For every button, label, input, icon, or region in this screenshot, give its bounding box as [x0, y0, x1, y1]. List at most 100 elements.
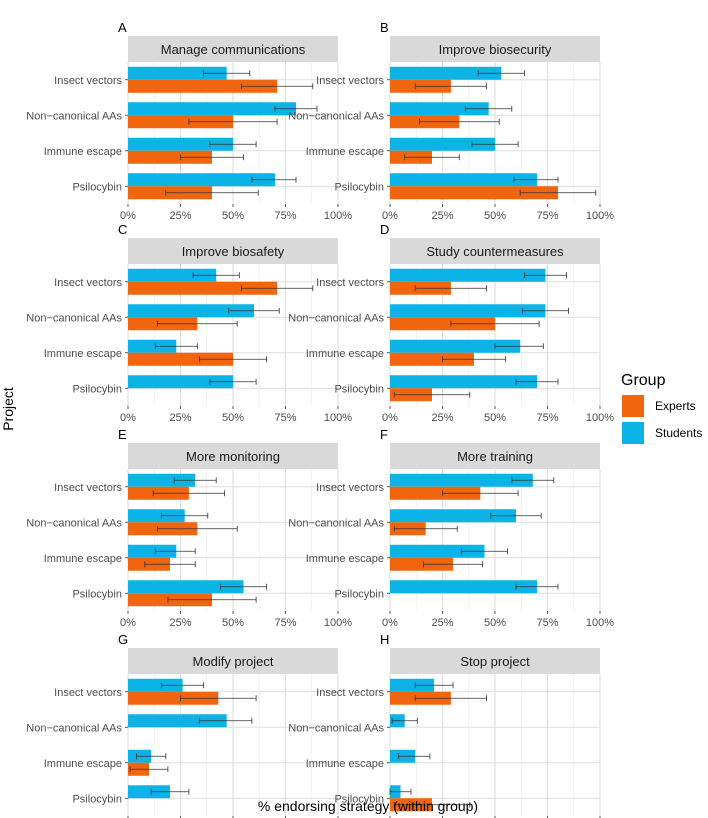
x-tick-label: 75%	[274, 617, 296, 629]
x-tick-label: 100%	[324, 210, 352, 222]
bar-students	[128, 66, 227, 80]
panel-title: Modify project	[193, 654, 274, 669]
panel-letter: E	[118, 427, 127, 442]
bar-experts	[128, 281, 278, 295]
bar-students	[390, 678, 435, 692]
panel-strip	[390, 238, 600, 264]
y-tick-label: Immune escape	[44, 553, 122, 565]
panel-title: Study countermeasures	[426, 244, 564, 259]
bar-students	[128, 580, 244, 594]
y-tick-label: Insect vectors	[54, 277, 122, 289]
y-tick-label: Non−canonical AAs	[26, 722, 122, 734]
y-tick-label: Non−canonical AAs	[26, 312, 122, 324]
x-tick-label: 75%	[536, 210, 558, 222]
y-tick-label: Psilocybin	[334, 383, 384, 395]
bar-students	[390, 375, 537, 389]
panel-title: Improve biosecurity	[439, 42, 552, 57]
bar-students	[128, 173, 275, 187]
x-tick-label: 75%	[274, 210, 296, 222]
legend: Group Experts Students	[621, 372, 702, 444]
panel-letter: G	[118, 632, 128, 647]
panel-strip	[390, 648, 600, 674]
x-tick-label: 50%	[222, 617, 244, 629]
bar-students	[128, 339, 177, 353]
bar-students	[128, 785, 170, 799]
bar-students	[390, 544, 485, 558]
x-tick-label: 100%	[586, 412, 614, 424]
bar-students	[128, 102, 296, 116]
panel-strip	[128, 443, 338, 469]
bar-students	[128, 509, 185, 523]
x-tick-label: 75%	[274, 412, 296, 424]
bar-students	[128, 268, 217, 282]
panel-c: C Improve biosafety Insect vectors Non−cano…	[26, 222, 352, 424]
bar-students	[128, 304, 254, 318]
panel-letter: H	[380, 632, 389, 647]
x-tick-label: 0%	[120, 210, 136, 222]
legend-label-students: Students	[655, 426, 702, 440]
bar-experts	[128, 691, 219, 705]
bar-students	[128, 678, 183, 692]
x-tick-label: 25%	[431, 210, 453, 222]
panel-title: More training	[457, 449, 533, 464]
y-tick-label: Non−canonical AAs	[288, 517, 384, 529]
x-tick-label: 100%	[324, 617, 352, 629]
y-tick-label: Psilocybin	[334, 181, 384, 193]
y-tick-label: Psilocybin	[72, 181, 122, 193]
y-tick-label: Immune escape	[44, 758, 122, 770]
y-tick-label: Psilocybin	[334, 793, 384, 805]
x-tick-label: 25%	[431, 617, 453, 629]
y-tick-label: Insect vectors	[54, 75, 122, 87]
bar-students	[390, 173, 537, 187]
y-tick-label: Immune escape	[306, 146, 384, 158]
y-tick-label: Immune escape	[306, 553, 384, 565]
y-tick-label: Insect vectors	[316, 687, 384, 699]
x-tick-label: 25%	[169, 617, 191, 629]
legend-swatch-students	[622, 422, 644, 444]
y-tick-label: Immune escape	[44, 348, 122, 360]
y-tick-label: Insect vectors	[316, 75, 384, 87]
bar-experts	[390, 486, 481, 500]
x-tick-label: 50%	[484, 210, 506, 222]
panel-strip	[128, 36, 338, 62]
bar-students	[128, 473, 196, 487]
x-tick-label: 50%	[222, 210, 244, 222]
y-tick-label: Psilocybin	[334, 588, 384, 600]
x-tick-label: 0%	[120, 617, 136, 629]
x-tick-label: 25%	[169, 412, 191, 424]
panel-g: G Modify project Insect vectors Non−canonic…	[26, 632, 339, 818]
x-tick-label: 0%	[382, 412, 398, 424]
bar-experts	[128, 79, 278, 93]
bar-students	[390, 268, 546, 282]
panel-strip	[128, 238, 338, 264]
y-tick-label: Non−canonical AAs	[288, 722, 384, 734]
y-tick-label: Insect vectors	[54, 482, 122, 494]
bar-students	[390, 102, 489, 116]
y-tick-label: Psilocybin	[72, 588, 122, 600]
panel-e: E More monitoring Insect vectors Non−canoni…	[26, 427, 352, 629]
x-tick-label: 100%	[586, 617, 614, 629]
y-tick-label: Immune escape	[306, 348, 384, 360]
panel-letter: B	[380, 20, 389, 35]
x-tick-label: 0%	[382, 210, 398, 222]
legend-label-experts: Experts	[655, 399, 696, 413]
x-tick-label: 75%	[536, 412, 558, 424]
bar-students	[128, 137, 233, 151]
bar-students	[390, 66, 502, 80]
panel-letter: C	[118, 222, 127, 237]
x-tick-label: 25%	[431, 412, 453, 424]
y-tick-label: Immune escape	[44, 146, 122, 158]
legend-title: Group	[621, 372, 666, 389]
x-tick-label: 100%	[324, 412, 352, 424]
y-tick-label: Immune escape	[306, 758, 384, 770]
y-tick-label: Insect vectors	[316, 482, 384, 494]
x-axis-title: % endorsing strategy (within group)	[258, 798, 478, 814]
bar-students	[390, 339, 521, 353]
legend-swatch-experts	[622, 395, 644, 417]
y-axis-title: Project	[0, 387, 16, 431]
bar-experts	[128, 115, 233, 129]
bar-experts	[390, 557, 453, 571]
bar-students	[390, 473, 533, 487]
x-tick-label: 50%	[222, 412, 244, 424]
